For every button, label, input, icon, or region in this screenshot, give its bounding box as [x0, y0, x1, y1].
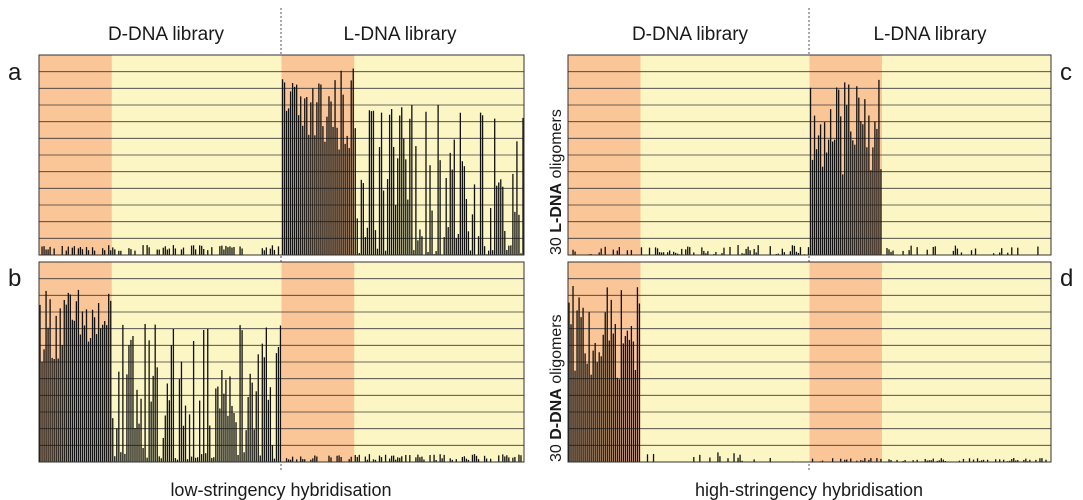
plot-frame [38, 54, 525, 256]
panel-letter-c: c [1060, 59, 1072, 86]
panel-letter-b: b [8, 265, 21, 292]
header-left-l-library: L-DNA library [344, 24, 457, 45]
header-right-d-library: D-DNA library [632, 24, 749, 45]
plot-frame [567, 261, 1052, 463]
panel-b [38, 261, 525, 463]
header-right-l-library: L-DNA library [874, 24, 987, 45]
panel-letter-d: d [1060, 265, 1073, 292]
plot-frame [38, 261, 525, 463]
panel-letter-a: a [8, 59, 22, 86]
ylabel-top: 30 L-DNA oligomers [548, 109, 565, 255]
footer-right: high-stringency hybridisation [695, 480, 923, 500]
panel-d [567, 261, 1052, 463]
footer-left: low-stringency hybridisation [170, 480, 391, 500]
ylabel-bottom: 30 D-DNA oligomers [548, 314, 565, 462]
panel-c [567, 54, 1052, 256]
plot-frame [567, 54, 1052, 256]
header-left-d-library: D-DNA library [108, 24, 225, 45]
panel-a [38, 54, 525, 256]
